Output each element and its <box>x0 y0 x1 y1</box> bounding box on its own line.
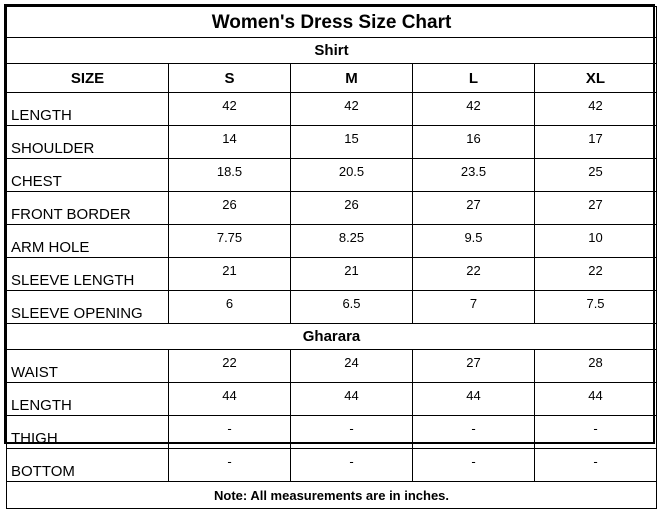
table-row: FRONT BORDER 26 26 27 27 <box>6 191 658 225</box>
measurement-value: 7.75 <box>168 224 291 258</box>
measurement-note: Note: All measurements are in inches. <box>5 481 658 509</box>
table-row: CHEST 18.5 20.5 23.5 25 <box>6 158 658 192</box>
measurement-value: 14 <box>168 125 291 159</box>
measurement-value: 18.5 <box>168 158 291 192</box>
measurement-value: 16 <box>412 125 535 159</box>
measurement-value: 22 <box>412 257 535 291</box>
measurement-value: 27 <box>533 191 658 225</box>
size-chart: Women's Dress Size Chart Shirt SIZE S M … <box>4 4 658 509</box>
section-title-shirt: Shirt <box>5 37 658 64</box>
size-header-s: S <box>168 63 291 93</box>
table-row: SLEEVE OPENING 6 6.5 7 7.5 <box>6 290 658 324</box>
measurement-label: WAIST <box>6 349 169 383</box>
measurement-value: 21 <box>168 257 291 291</box>
measurement-value: 10 <box>533 224 658 258</box>
measurement-label: THIGH <box>6 415 169 449</box>
measurement-value: 27 <box>412 191 535 225</box>
size-header-l: L <box>412 63 535 93</box>
measurement-label: LENGTH <box>6 92 169 126</box>
measurement-value: 44 <box>533 382 658 416</box>
table-row: SHOULDER 14 15 16 17 <box>6 125 658 159</box>
measurement-value: 15 <box>290 125 413 159</box>
measurement-label: ARM HOLE <box>6 224 169 258</box>
table-row: LENGTH 44 44 44 44 <box>6 382 658 416</box>
measurement-value: 27 <box>412 349 535 383</box>
measurement-value: - <box>168 448 291 482</box>
measurement-value: 22 <box>533 257 658 291</box>
measurement-value: 21 <box>290 257 413 291</box>
table-row: SLEEVE LENGTH 21 21 22 22 <box>6 257 658 291</box>
measurement-value: - <box>533 448 658 482</box>
measurement-label: FRONT BORDER <box>6 191 169 225</box>
measurement-value: 44 <box>412 382 535 416</box>
measurement-value: 42 <box>412 92 535 126</box>
measurement-value: - <box>412 415 535 449</box>
measurement-value: 6 <box>168 290 291 324</box>
measurement-value: 17 <box>533 125 658 159</box>
measurement-value: 7 <box>412 290 535 324</box>
measurement-value: - <box>290 448 413 482</box>
section-title-gharara: Gharara <box>5 323 658 350</box>
table-row: ARM HOLE 7.75 8.25 9.5 10 <box>6 224 658 258</box>
size-header-m: M <box>290 63 413 93</box>
measurement-value: - <box>412 448 535 482</box>
measurement-value: 9.5 <box>412 224 535 258</box>
measurement-value: 23.5 <box>412 158 535 192</box>
measurement-value: 6.5 <box>290 290 413 324</box>
size-header-row: SIZE S M L XL <box>6 63 658 93</box>
measurement-value: 22 <box>168 349 291 383</box>
measurement-value: 24 <box>290 349 413 383</box>
measurement-value: 8.25 <box>290 224 413 258</box>
measurement-value: 7.5 <box>533 290 658 324</box>
measurement-label: SLEEVE OPENING <box>6 290 169 324</box>
measurement-value: 26 <box>290 191 413 225</box>
measurement-value: 42 <box>168 92 291 126</box>
size-header-xl: XL <box>533 63 658 93</box>
measurement-value: - <box>290 415 413 449</box>
measurement-label: LENGTH <box>6 382 169 416</box>
chart-title: Women's Dress Size Chart <box>5 6 658 38</box>
measurement-label: CHEST <box>6 158 169 192</box>
measurement-value: 44 <box>290 382 413 416</box>
size-column-header: SIZE <box>6 63 169 93</box>
measurement-value: 28 <box>533 349 658 383</box>
measurement-label: SHOULDER <box>6 125 169 159</box>
measurement-value: 20.5 <box>290 158 413 192</box>
table-row: BOTTOM - - - - <box>6 448 658 482</box>
measurement-value: - <box>533 415 658 449</box>
measurement-value: 26 <box>168 191 291 225</box>
measurement-value: 25 <box>533 158 658 192</box>
measurement-label: BOTTOM <box>6 448 169 482</box>
measurement-value: 42 <box>290 92 413 126</box>
size-chart-table: Women's Dress Size Chart Shirt SIZE S M … <box>5 6 658 509</box>
measurement-value: 44 <box>168 382 291 416</box>
table-row: WAIST 22 24 27 28 <box>6 349 658 383</box>
measurement-label: SLEEVE LENGTH <box>6 257 169 291</box>
table-row: LENGTH 42 42 42 42 <box>6 92 658 126</box>
measurement-value: - <box>168 415 291 449</box>
measurement-value: 42 <box>533 92 658 126</box>
table-row: THIGH - - - - <box>6 415 658 449</box>
